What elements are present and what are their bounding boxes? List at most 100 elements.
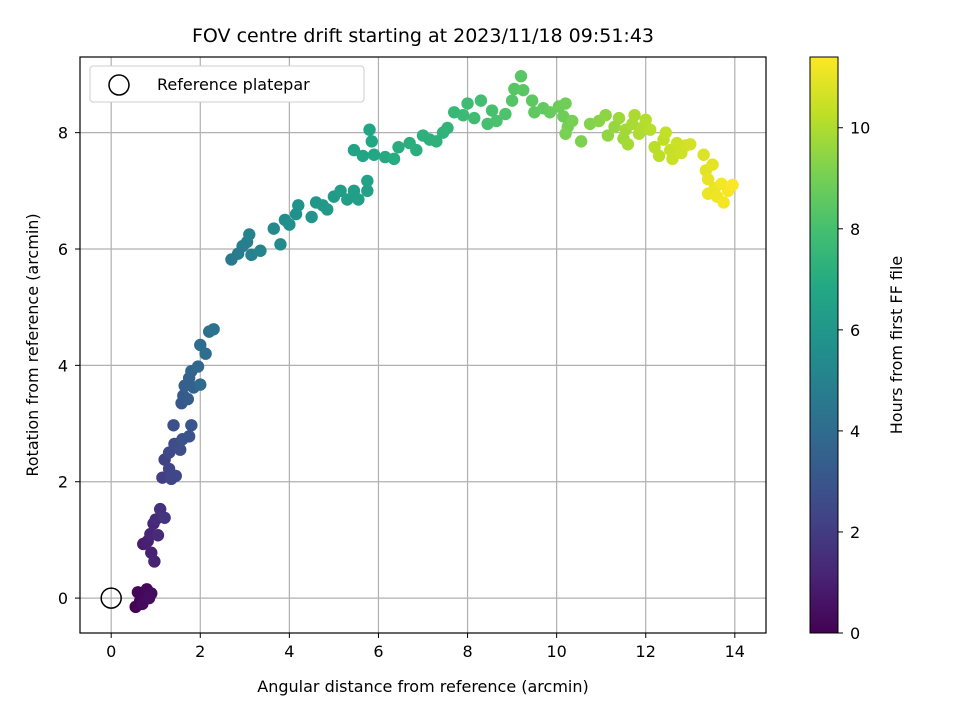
data-point [490, 114, 503, 128]
x-axis-title: Angular distance from reference (arcmin) [257, 677, 588, 696]
data-point [525, 94, 539, 107]
data-point [254, 244, 267, 257]
colorbar-tick-label: 2 [850, 523, 860, 542]
data-point [181, 392, 194, 406]
data-point [194, 378, 207, 391]
data-point [283, 218, 296, 231]
data-point [243, 228, 256, 241]
data-point [706, 158, 719, 171]
data-point [169, 469, 182, 483]
y-tick-label: 8 [58, 124, 68, 143]
data-point [574, 135, 588, 148]
data-point [191, 360, 205, 373]
data-point [167, 419, 180, 432]
data-point [621, 138, 635, 151]
data-point [387, 152, 401, 166]
reference-marker [100, 587, 122, 609]
x-tick-label: 14 [725, 642, 745, 661]
data-point [151, 529, 165, 542]
data-point [367, 148, 381, 161]
x-tick-label: 0 [106, 642, 116, 661]
data-point [158, 511, 171, 524]
data-point [361, 184, 374, 198]
data-point [514, 70, 528, 83]
data-point [456, 108, 470, 122]
data-point [321, 203, 334, 216]
legend-label: Reference platepar [157, 75, 310, 94]
chart-title: FOV centre drift starting at 2023/11/18 … [192, 25, 654, 47]
data-points [129, 70, 739, 614]
x-tick-label: 6 [373, 642, 383, 661]
y-axis-ticks: 0 2 4 6 8 [58, 124, 80, 608]
data-point [199, 347, 212, 360]
data-point [182, 430, 196, 443]
data-point [559, 127, 572, 140]
data-point [352, 193, 365, 206]
x-tick-label: 4 [284, 642, 294, 661]
data-point [566, 114, 579, 128]
data-point [643, 123, 657, 136]
y-tick-label: 6 [58, 240, 68, 259]
data-point [612, 111, 626, 125]
data-point [305, 210, 318, 224]
data-point [652, 149, 666, 163]
x-tick-label: 8 [462, 642, 472, 661]
data-point [517, 83, 530, 97]
data-point [543, 106, 557, 119]
y-tick-label: 4 [58, 356, 68, 375]
data-point [185, 419, 198, 432]
data-point [485, 104, 499, 117]
colorbar-tick-label: 6 [850, 321, 860, 340]
data-point [717, 196, 730, 209]
data-point [659, 126, 672, 139]
data-point [142, 591, 156, 605]
colorbar-tick-label: 10 [850, 119, 870, 138]
x-tick-label: 10 [546, 642, 566, 661]
data-point [601, 129, 615, 142]
data-point [599, 108, 612, 122]
data-point [468, 111, 481, 125]
data-point [361, 174, 374, 188]
data-point [347, 143, 361, 157]
x-tick-label: 12 [636, 642, 656, 661]
legend: Reference platepar [89, 65, 365, 103]
data-point [356, 149, 370, 163]
data-point [410, 143, 423, 157]
legend-box [89, 65, 365, 103]
colorbar-tick-label: 4 [850, 422, 860, 441]
data-point [726, 178, 739, 192]
data-point [365, 135, 378, 148]
data-point [341, 193, 354, 206]
data-point [628, 108, 641, 122]
data-point [639, 113, 652, 127]
data-point [697, 148, 710, 161]
data-point [461, 97, 474, 110]
data-point [292, 199, 305, 212]
data-point [499, 107, 512, 121]
data-point [274, 238, 287, 251]
data-point [267, 222, 280, 235]
legend-marker [108, 74, 130, 96]
data-point [441, 121, 454, 135]
colorbar-title: Hours from first FF file [887, 256, 906, 435]
data-point [701, 172, 715, 186]
data-point [174, 443, 187, 456]
data-point [666, 152, 679, 166]
plot-frame [79, 56, 767, 634]
y-tick-label: 2 [58, 473, 68, 492]
data-point [430, 135, 443, 148]
data-point [559, 97, 572, 110]
colorbar-ticks: 0 2 4 6 8 10 [838, 119, 870, 643]
x-tick-label: 2 [195, 642, 205, 661]
colorbar-tick-label: 0 [850, 624, 860, 643]
data-point [207, 323, 220, 336]
data-point [363, 123, 376, 136]
data-point [148, 555, 161, 568]
data-point [505, 94, 519, 107]
colorbar-tick-label: 8 [850, 220, 860, 239]
data-point [334, 184, 347, 198]
colorbar [809, 56, 839, 634]
y-axis-title: Rotation from reference (arcmin) [23, 213, 42, 476]
data-point [392, 140, 405, 154]
